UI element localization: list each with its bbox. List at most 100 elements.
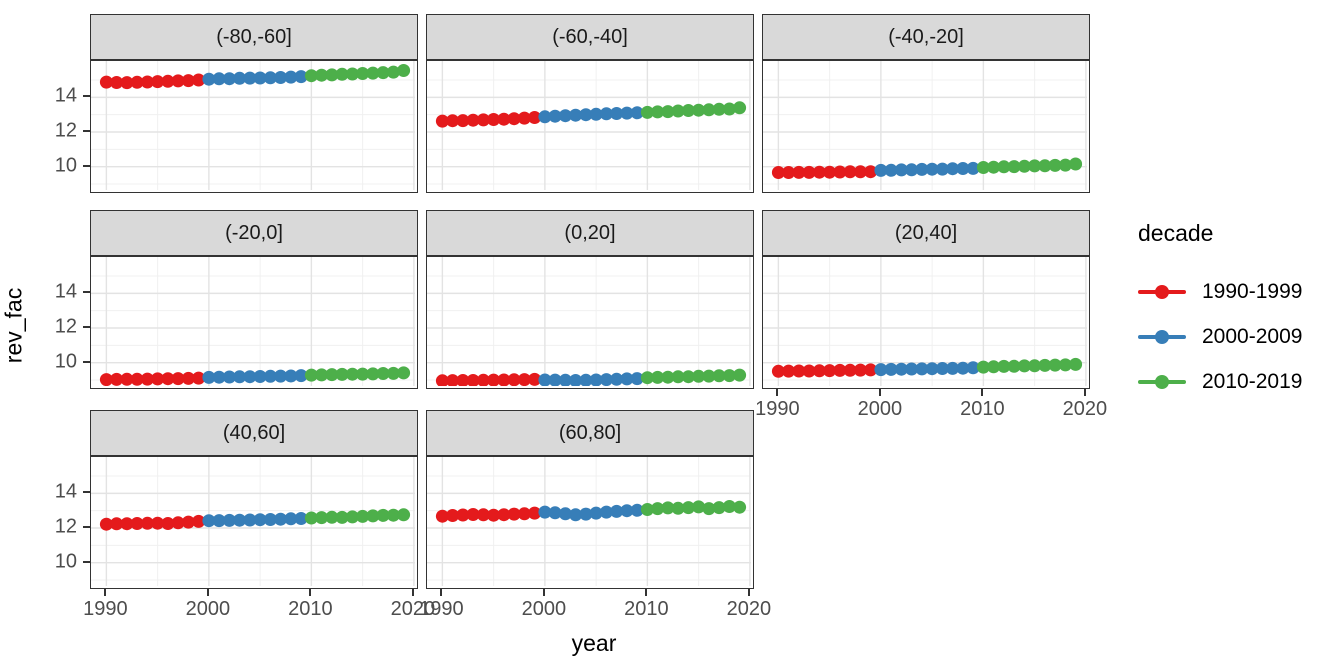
data-point <box>386 65 400 79</box>
data-point <box>99 517 113 531</box>
y-axis: 14 12 10 <box>0 456 90 589</box>
data-point <box>202 72 216 86</box>
data-point <box>864 165 878 179</box>
data-point <box>140 75 154 89</box>
data-point <box>802 364 816 378</box>
data-point <box>874 163 888 177</box>
data-point <box>1069 157 1083 171</box>
data-point <box>284 512 298 526</box>
data-point <box>548 373 562 386</box>
data-point <box>661 105 675 119</box>
data-point <box>345 367 359 381</box>
x-tick-mark <box>776 389 779 396</box>
data-point <box>181 515 195 529</box>
data-point <box>284 369 298 383</box>
data-point <box>476 113 490 127</box>
y-tick-mark <box>83 95 90 98</box>
data-point <box>294 70 308 84</box>
data-point <box>966 161 980 175</box>
x-axis-title: year <box>571 630 617 656</box>
data-point <box>335 67 349 81</box>
y-tick-label: 14 <box>54 84 77 107</box>
data-point <box>589 506 603 520</box>
legend-entry: 2010-2019 <box>1138 359 1302 404</box>
data-point <box>599 505 613 519</box>
data-point <box>456 114 470 128</box>
data-point <box>487 113 501 126</box>
data-point <box>517 507 531 521</box>
x-axis: 1990 2000 2010 2020 <box>83 589 435 631</box>
facet-strip-label: (-40,-20] <box>888 25 964 48</box>
data-point <box>304 368 318 382</box>
data-point <box>466 113 480 127</box>
data-point <box>712 369 726 383</box>
data-point <box>1007 160 1021 174</box>
data-point <box>925 162 939 176</box>
x-tick-label: 2000 <box>857 398 903 420</box>
data-point <box>579 507 593 521</box>
data-point <box>915 362 929 376</box>
line-point-key-icon <box>1138 369 1186 395</box>
data-point <box>397 366 411 380</box>
data-point <box>1048 158 1062 172</box>
data-point <box>192 514 206 528</box>
y-tick-mark <box>83 326 90 328</box>
facet-cell: (60,80] <box>426 410 754 589</box>
data-point <box>456 508 470 522</box>
line-point-key-icon <box>1138 324 1186 350</box>
data-point <box>702 369 716 383</box>
facet-strip-label: (-80,-60] <box>216 25 292 48</box>
data-point <box>507 507 521 521</box>
facet-cell: (-20,0] <box>90 210 418 389</box>
facet-points-svg <box>91 257 415 386</box>
data-point <box>345 67 359 81</box>
data-point <box>692 500 706 514</box>
x-tick-label: 2010 <box>960 398 1005 420</box>
data-point <box>722 102 736 116</box>
facet-strip: (60,80] <box>426 410 754 456</box>
data-point <box>946 361 960 375</box>
data-point <box>356 509 370 523</box>
data-point <box>253 71 267 85</box>
data-point <box>853 165 867 179</box>
data-point <box>366 509 380 523</box>
x-tick-label: 2010 <box>624 598 669 620</box>
data-point <box>222 513 236 527</box>
data-point <box>356 367 370 381</box>
x-tick-label: 2010 <box>288 598 333 620</box>
data-point <box>812 364 826 378</box>
data-point <box>294 369 308 383</box>
facet-strip: (40,60] <box>90 410 418 456</box>
data-point <box>935 362 949 375</box>
data-point <box>466 508 480 521</box>
data-point <box>497 112 511 126</box>
data-point <box>294 512 308 525</box>
data-point <box>823 364 837 378</box>
legend-entry: 2000-2009 <box>1138 314 1302 359</box>
data-point <box>812 165 826 179</box>
data-point <box>325 68 339 82</box>
data-point <box>976 360 990 374</box>
data-point <box>946 162 960 176</box>
legend-entry-label: 2000-2009 <box>1202 324 1303 348</box>
data-point <box>274 369 288 383</box>
x-tick-mark <box>206 589 209 596</box>
data-point <box>274 512 288 526</box>
y-tick-mark <box>83 360 90 363</box>
x-tick-label: 1990 <box>419 598 464 620</box>
data-point <box>843 165 857 179</box>
data-point <box>569 508 583 522</box>
x-tick-mark <box>981 389 984 396</box>
data-point <box>376 367 390 380</box>
data-point <box>620 372 634 386</box>
data-point <box>222 72 236 86</box>
data-point <box>823 165 837 179</box>
line-point-key-icon <box>1138 279 1186 305</box>
data-point <box>692 369 706 383</box>
facet-cell: (0,20] <box>426 210 754 389</box>
facet-panel <box>762 256 1090 389</box>
data-point <box>497 373 511 386</box>
data-point <box>130 75 144 89</box>
data-point <box>528 506 542 520</box>
facet-strip-label: (20,40] <box>894 221 958 244</box>
